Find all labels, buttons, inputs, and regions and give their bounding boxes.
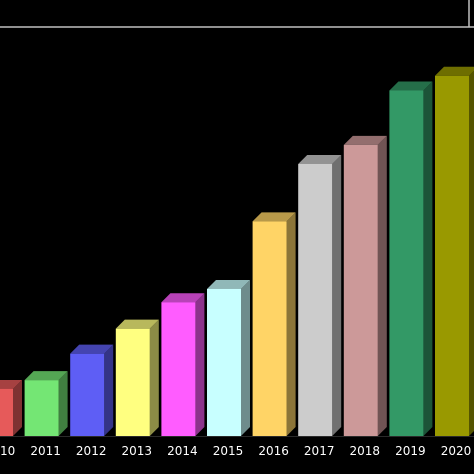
bar-front-2014 <box>161 302 196 436</box>
x-tick-label-2020: 2020 <box>441 444 472 458</box>
bar-side-2019 <box>423 81 433 437</box>
bar-side-2010 <box>13 379 22 436</box>
bar-2018 <box>343 135 387 436</box>
bar-side-2020 <box>469 70 474 436</box>
bar-side-2014 <box>195 293 205 436</box>
bar-front-2011 <box>24 380 59 436</box>
bar-side-2016 <box>286 212 296 436</box>
bar-top-2017 <box>298 154 342 164</box>
bar-2020 <box>435 66 474 436</box>
bar-top-2016 <box>252 212 296 222</box>
bars-group <box>0 66 474 437</box>
x-tick-label-2010: 2010 <box>0 444 15 458</box>
bar-top-2013 <box>115 319 159 329</box>
bar-side-2017 <box>332 154 342 436</box>
bar-top-2014 <box>161 293 205 303</box>
bar-front-2012 <box>70 353 105 436</box>
bar-top-2011 <box>24 371 68 381</box>
x-tick-label-2015: 2015 <box>213 444 244 458</box>
bar-front-2018 <box>343 144 378 436</box>
bar-top-2012 <box>70 344 114 354</box>
x-tick-label-2019: 2019 <box>395 444 426 458</box>
bar-front-2015 <box>207 288 241 436</box>
x-tick-label-2012: 2012 <box>76 444 107 458</box>
bar-2013 <box>115 319 159 436</box>
bar-2015 <box>207 279 250 436</box>
bar-side-2018 <box>377 135 387 436</box>
bar-front-2020 <box>435 75 469 436</box>
bar-front-2017 <box>298 163 333 436</box>
bar-front-2019 <box>389 90 424 437</box>
x-tick-label-2017: 2017 <box>304 444 335 458</box>
x-tick-label-2011: 2011 <box>30 444 61 458</box>
x-tick-label-2016: 2016 <box>258 444 289 458</box>
frame <box>0 0 474 28</box>
bar-2010 <box>0 379 22 436</box>
bar-top-2010 <box>0 379 22 389</box>
bar-top-2019 <box>389 81 433 91</box>
bar-side-2015 <box>241 279 250 436</box>
x-tick-labels: 2010 2011 2012 2013 2014 2015 2016 2017 2018 2019… <box>0 444 471 458</box>
bar-side-2013 <box>149 319 159 436</box>
bar-2019 <box>389 81 433 437</box>
bar-2014 <box>161 293 205 436</box>
x-tick-label-2014: 2014 <box>167 444 198 458</box>
bar-front-2010 <box>0 388 13 436</box>
bar-2011 <box>24 371 68 436</box>
bar-top-2015 <box>207 279 250 289</box>
bar-side-2011 <box>58 371 68 436</box>
bar-top-2020 <box>435 66 474 76</box>
bar-front-2016 <box>252 221 287 436</box>
bar-front-2013 <box>115 328 150 436</box>
bar-2017 <box>298 154 342 436</box>
bar-2016 <box>252 212 296 436</box>
x-tick-label-2013: 2013 <box>122 444 153 458</box>
bar-2012 <box>70 344 114 436</box>
x-tick-label-2018: 2018 <box>350 444 381 458</box>
bar-top-2018 <box>343 135 387 145</box>
bar-side-2012 <box>104 344 114 436</box>
